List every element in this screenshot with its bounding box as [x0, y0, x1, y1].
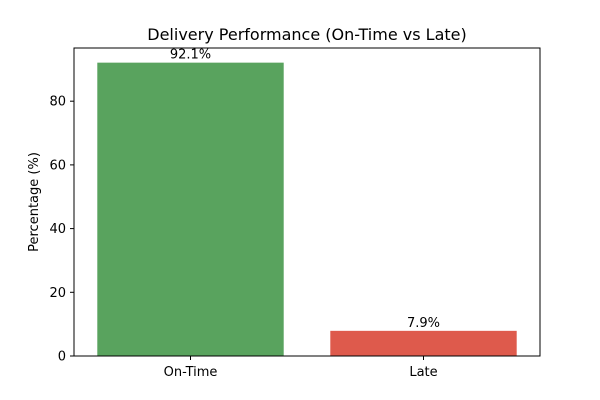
axes-frame — [73, 47, 541, 357]
chart-title: Delivery Performance (On-Time vs Late) — [147, 25, 466, 44]
bar-late — [330, 330, 517, 356]
bar-on-time — [97, 62, 284, 357]
data-label: 7.9% — [407, 316, 440, 331]
plot-area: 0 20 40 60 80 92.1% On-Time 7.9% Late — [49, 48, 517, 380]
x-tick-label: On-Time — [164, 365, 218, 380]
data-label: 92.1% — [170, 48, 211, 63]
x-tick-label: Late — [409, 365, 437, 380]
y-axis-label: Percentage (%) — [27, 152, 42, 252]
y-tick-label: 60 — [49, 158, 66, 173]
y-tick-label: 80 — [49, 95, 66, 110]
y-tick-label: 40 — [49, 222, 66, 237]
y-tick-label: 20 — [49, 286, 66, 301]
y-tick-label: 0 — [58, 350, 66, 365]
